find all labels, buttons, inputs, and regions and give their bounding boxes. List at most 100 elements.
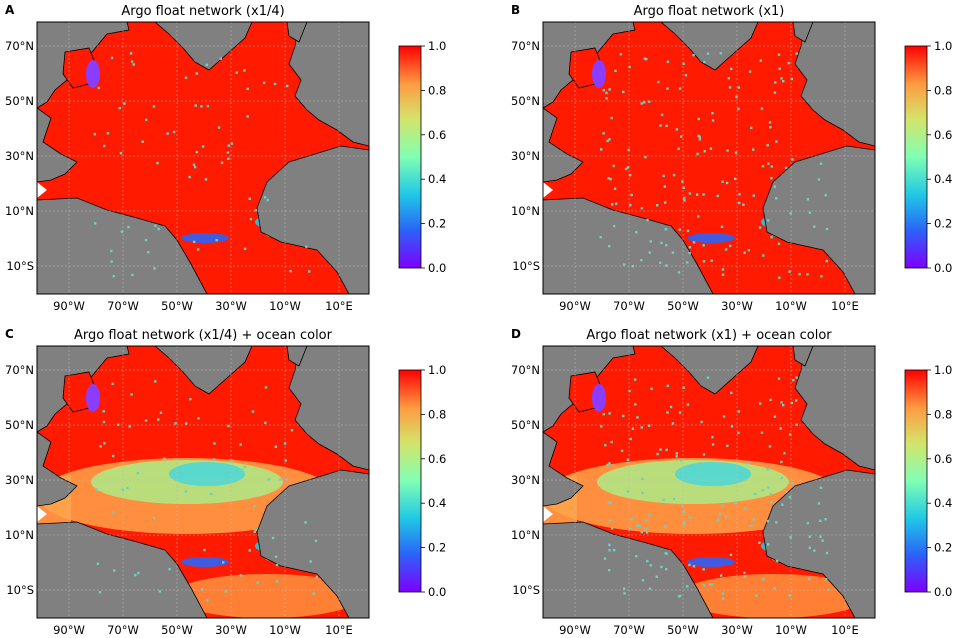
float-marker [644,519,648,522]
float-marker [679,135,683,138]
float-marker [609,501,612,505]
float-marker [672,173,676,177]
land-south-america [543,197,714,294]
colorbar [904,369,928,593]
float-marker [196,248,200,251]
float-marker [711,119,715,122]
panel-letter: D [511,327,521,341]
float-marker [721,268,725,271]
float-marker [628,389,631,393]
float-marker [315,575,319,578]
float-marker [645,57,648,61]
float-marker [806,197,810,201]
float-marker [212,458,216,461]
float-marker [193,165,197,169]
float-marker [606,139,609,143]
float-marker [619,52,623,56]
float-marker [686,403,690,406]
float-marker [646,559,649,563]
float-marker [747,248,751,252]
float-marker [744,507,747,510]
lon-tick-label: 70°W [613,299,645,313]
colorbar-tick-label: 0.2 [428,217,446,231]
float-marker [682,386,685,389]
float-marker [795,423,798,426]
float-marker [111,382,114,386]
colorbar-tick-label: 0.0 [934,261,952,275]
float-marker [663,185,667,188]
float-marker [608,568,611,572]
float-marker [248,197,252,200]
float-marker [758,226,762,229]
float-marker [274,445,278,448]
float-marker [267,478,271,481]
float-marker [795,399,798,402]
float-marker [645,531,649,534]
float-marker [224,590,228,593]
float-marker [721,597,725,600]
float-marker [209,492,213,496]
float-marker [123,102,126,105]
float-marker [665,567,668,571]
map-panel-c: C Argo float network (x1/4) + ocean color… [5,327,446,637]
float-marker [773,91,777,94]
map-panel-a: A Argo float network (x1/4) 70°N 50°N 30°N 10… [5,3,446,313]
float-marker [248,549,251,552]
float-marker [264,386,268,389]
float-marker [669,405,673,409]
lon-tick-label: 10°W [269,299,301,313]
float-marker [778,276,781,279]
float-marker [784,490,788,494]
float-marker [748,70,752,73]
lon-tick-label: 90°W [53,299,85,313]
lon-tick-label: 10°W [269,623,301,637]
float-marker [658,261,662,265]
float-marker [631,427,635,430]
float-marker [758,402,762,405]
float-marker [230,459,234,463]
float-marker [620,449,624,453]
float-marker [112,274,115,278]
float-marker [788,433,792,436]
float-marker [184,76,188,79]
amazon-plume-zone [687,233,735,243]
colorbar-tick-label: 0.6 [428,452,446,466]
amazon-plume-zone [181,233,229,243]
panel-title: Argo float network (x1) [634,4,785,19]
float-marker [737,410,741,413]
colorbar [398,45,422,269]
float-marker [692,565,696,568]
colorbar [904,45,928,269]
float-marker [721,180,724,183]
float-marker [728,86,732,89]
float-marker [197,417,200,420]
colorbar-tick-label: 0.6 [428,128,446,142]
float-marker [226,151,230,154]
float-marker [215,482,218,486]
float-marker [780,460,783,464]
float-marker [697,134,700,138]
float-marker [192,240,196,244]
float-marker [184,490,188,493]
float-marker [246,87,249,90]
float-marker [144,118,148,122]
float-marker [608,549,611,552]
float-marker [102,144,106,148]
float-marker [633,378,637,381]
float-marker [777,53,781,56]
float-marker [702,453,706,456]
float-marker [752,148,755,151]
float-marker [795,376,798,379]
float-marker [782,80,785,83]
south-atlantic-band [678,574,868,618]
float-marker [168,567,171,571]
map-area [37,346,369,618]
float-marker [724,515,728,518]
float-marker [672,497,676,501]
float-marker [770,500,773,504]
float-marker [643,101,646,104]
lon-tick-label: 70°W [107,623,139,637]
float-marker [750,126,753,130]
float-marker [798,272,801,276]
float-marker [628,173,632,177]
